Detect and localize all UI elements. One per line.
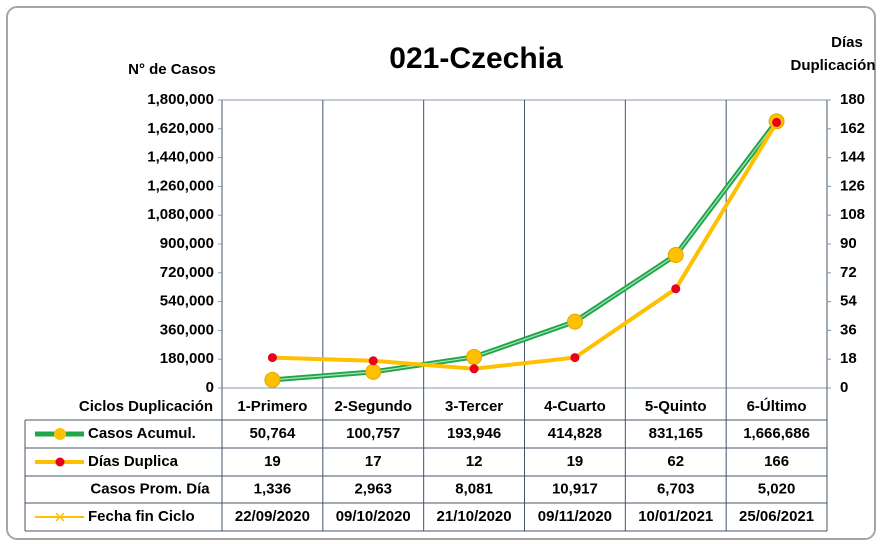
y2-tick-label: 180 [840,91,865,108]
y-tick-label: 1,800,000 [147,91,214,108]
table-cell: 1,336 [254,480,292,497]
series-marker [566,313,583,330]
table-cell: 10,917 [552,480,598,497]
series-line [272,121,779,371]
x-tick-label: 6-Último [747,397,807,415]
y-tick-label: 1,620,000 [147,120,214,137]
y2-tick-label: 36 [840,321,857,338]
table-cell: 166 [764,453,789,470]
table-cell: 19 [264,453,281,470]
table-cell: 414,828 [548,425,602,442]
y2-tick-label: 126 [840,177,865,194]
y2-tick-label: 0 [840,379,848,396]
y-tick-label: 180,000 [160,350,214,367]
y-tick-label: 360,000 [160,321,214,338]
table-cell: 8,081 [455,480,493,497]
chart-frame [6,6,876,540]
legend-label: Días Duplica [88,453,179,470]
legend-key [55,457,65,467]
series-marker [667,247,684,264]
y2-tick-label: 90 [840,235,857,252]
chart-title: 021-Czechia [389,42,563,75]
y2-tick-label: 18 [840,350,857,367]
x-tick-label: 4-Cuarto [544,398,606,415]
y-tick-label: 1,080,000 [147,206,214,223]
series-marker [264,371,281,388]
y2-tick-label: 54 [840,293,857,310]
y2-tick-label: 162 [840,120,865,137]
series-marker [772,117,782,127]
table-cell: 100,757 [346,425,400,442]
legend-label: Casos Prom. Día [90,480,210,497]
table-cell: 22/09/2020 [235,508,310,525]
y2-tick-label: 72 [840,264,857,281]
table-cell: 12 [466,453,483,470]
series-marker [466,348,483,365]
series-marker [570,353,580,363]
y2-axis-label: Duplicación [790,57,875,74]
table-cell: 50,764 [249,425,296,442]
series-marker [368,356,378,366]
y-tick-label: 0 [206,379,214,396]
table-header: Ciclos Duplicación [79,398,213,415]
table-cell: 25/06/2021 [739,508,814,525]
table-cell: 62 [667,453,684,470]
table-cell: 10/01/2021 [638,508,713,525]
y-tick-label: 1,260,000 [147,177,214,194]
series-marker [671,284,681,294]
y-tick-label: 1,440,000 [147,149,214,166]
y-axis-label: N° de Casos [128,61,216,78]
y2-tick-label: 144 [840,149,866,166]
table-cell: 5,020 [758,480,796,497]
x-tick-label: 1-Primero [237,398,307,415]
x-tick-label: 2-Segundo [335,398,413,415]
y2-tick-label: 108 [840,206,865,223]
legend-label: Casos Acumul. [88,425,196,442]
table-cell: 831,165 [649,425,703,442]
y-tick-label: 540,000 [160,293,214,310]
x-tick-label: 3-Tercer [445,398,503,415]
legend-key [54,428,66,440]
table-cell: 1,666,686 [743,425,810,442]
x-tick-label: 5-Quinto [645,398,707,415]
y-tick-label: 720,000 [160,264,214,281]
series-marker [267,353,277,363]
table-cell: 09/11/2020 [538,508,612,525]
legend-key [55,512,65,522]
table-cell: 21/10/2020 [437,508,512,525]
table-cell: 6,703 [657,480,695,497]
y2-axis-label: Días [831,34,863,51]
table-cell: 193,946 [447,425,501,442]
series-line-highlight [272,120,778,381]
y-tick-label: 900,000 [160,235,214,252]
series-marker [469,364,479,374]
series-marker [365,363,382,380]
table-cell: 09/10/2020 [336,508,411,525]
table-cell: 17 [365,453,382,470]
legend-label: Fecha fin Ciclo [88,508,195,525]
table-cell: 19 [567,453,584,470]
table-cell: 2,963 [354,480,392,497]
